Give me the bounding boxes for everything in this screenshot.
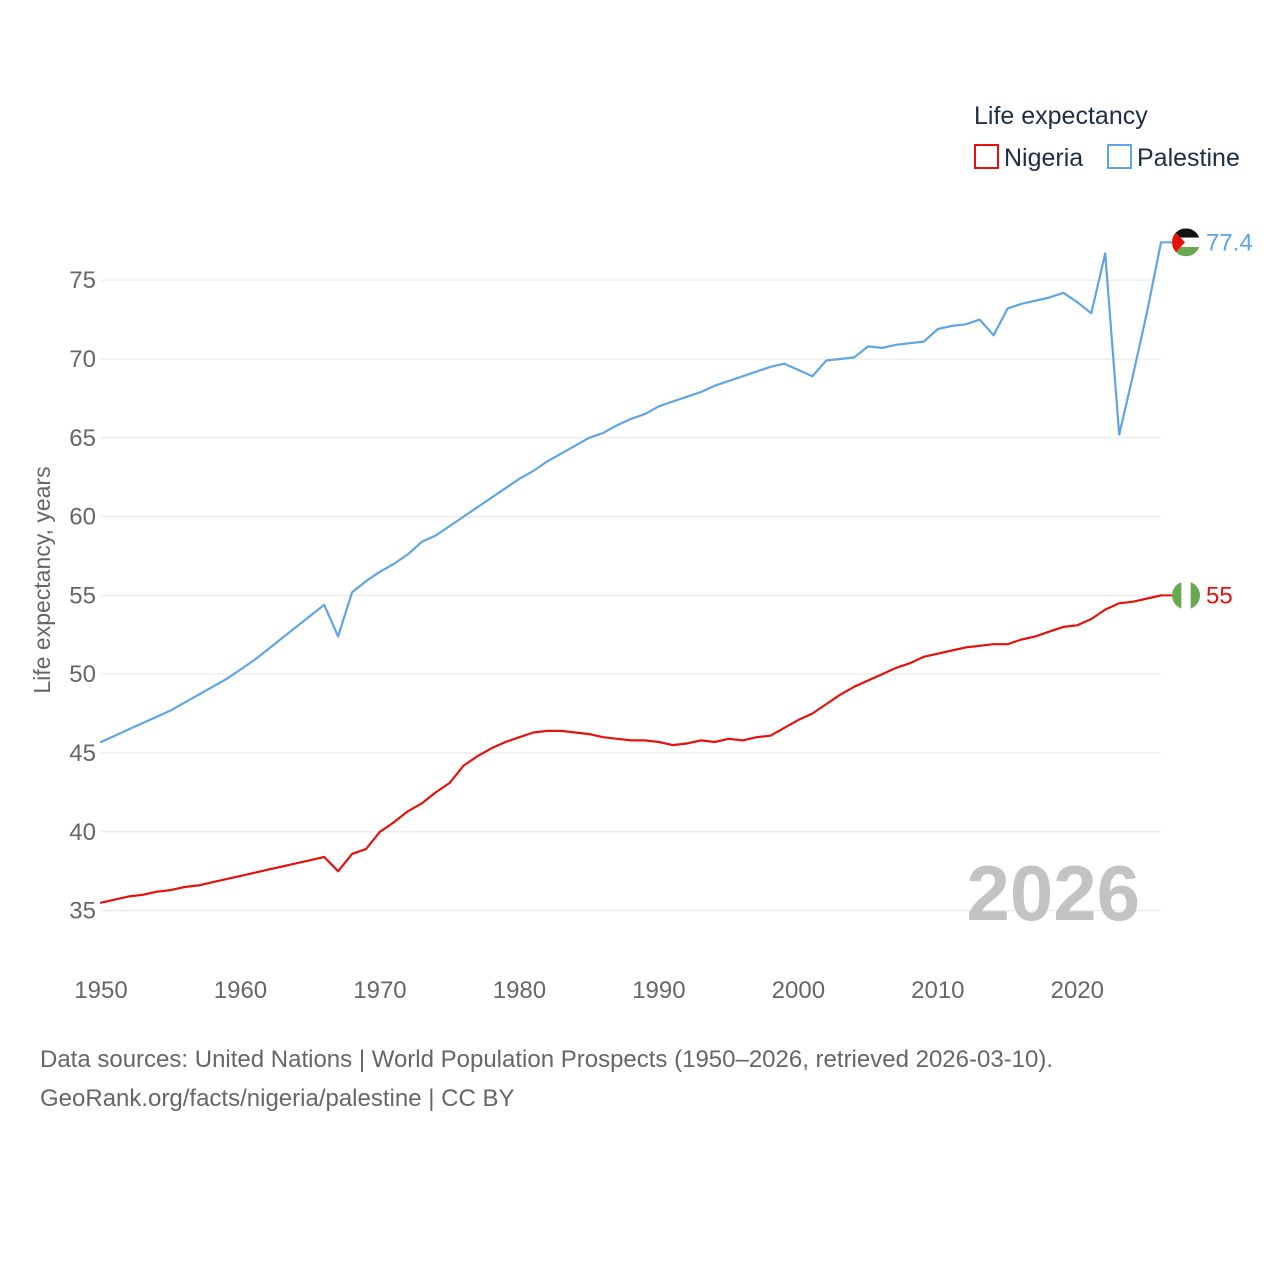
x-tick-label-1970: 1970	[353, 977, 406, 1004]
x-tick-label-1950: 1950	[74, 977, 127, 1004]
y-tick-label-60: 60	[69, 504, 96, 531]
palestine-flag-icon	[1172, 228, 1200, 257]
x-tick-label-2020: 2020	[1051, 977, 1104, 1004]
y-tick-label-70: 70	[69, 346, 96, 373]
current-year-watermark: 2026	[966, 849, 1140, 937]
line-chart: 35 40 45 50 55 60 65 70 75 1950 1960 1970 1980 1990 2…	[29, 102, 1253, 1004]
x-tick-label-2010: 2010	[911, 977, 964, 1004]
series-line-nigeria	[99, 594, 1163, 904]
gridlines	[101, 279, 1161, 912]
x-tick-label-2000: 2000	[772, 977, 825, 1004]
x-axis-ticks: 1950 1960 1970 1980 1990 2000 2010 2020	[74, 977, 1104, 1004]
y-tick-label-65: 65	[69, 425, 96, 452]
series-lines	[99, 241, 1163, 904]
x-tick-label-1960: 1960	[214, 977, 267, 1004]
legend: Life expectancy Nigeria Palestine	[974, 102, 1240, 172]
legend-title: Life expectancy	[974, 102, 1148, 130]
legend-label-palestine: Palestine	[1137, 144, 1240, 172]
nigeria-flag-icon	[1172, 581, 1200, 610]
chart-footer: Data sources: United Nations | World Pop…	[40, 1040, 1240, 1118]
legend-swatch-palestine	[1107, 144, 1132, 169]
data-source-note: Data sources: United Nations | World Pop…	[40, 1046, 1054, 1073]
y-tick-label-55: 55	[69, 582, 96, 609]
legend-item-nigeria[interactable]: Nigeria	[974, 144, 1083, 172]
y-tick-label-45: 45	[69, 740, 96, 767]
y-tick-label-75: 75	[69, 267, 96, 294]
y-tick-label-40: 40	[69, 819, 96, 846]
x-tick-label-1990: 1990	[632, 977, 685, 1004]
x-tick-label-1980: 1980	[493, 977, 546, 1004]
y-tick-label-35: 35	[69, 898, 96, 925]
attribution-link[interactable]: GeoRank.org/facts/nigeria/palestine | CC…	[40, 1085, 515, 1112]
series-line-palestine	[99, 241, 1163, 744]
y-axis-ticks: 35 40 45 50 55 60 65 70 75	[69, 267, 96, 924]
legend-item-palestine[interactable]: Palestine	[1107, 144, 1240, 172]
legend-label-nigeria: Nigeria	[1004, 144, 1083, 172]
end-value-label-palestine: 77.4	[1206, 229, 1253, 256]
end-value-label-nigeria: 55	[1206, 582, 1233, 609]
y-axis-title: Life expectancy, years	[29, 466, 55, 693]
series-end-markers: 55 77.4	[1161, 228, 1253, 610]
legend-swatch-nigeria	[974, 144, 999, 169]
y-tick-label-50: 50	[69, 661, 96, 688]
